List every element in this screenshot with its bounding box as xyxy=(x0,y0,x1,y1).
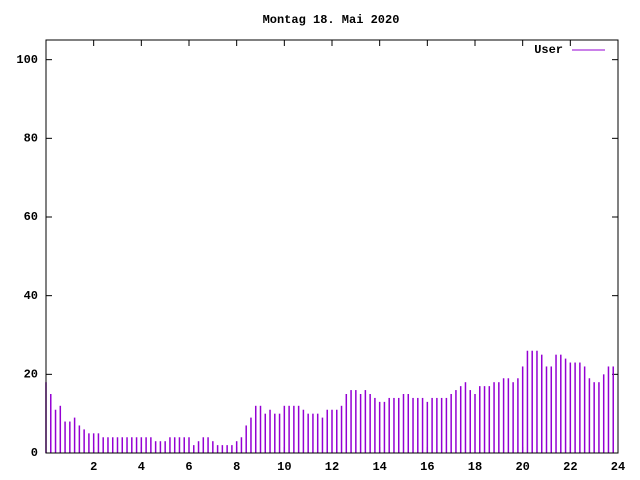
y-tick-label: 40 xyxy=(24,289,38,303)
x-tick-label: 24 xyxy=(611,460,625,474)
x-tick-label: 12 xyxy=(325,460,339,474)
x-tick-label: 16 xyxy=(420,460,434,474)
x-tick-label: 14 xyxy=(372,460,386,474)
x-tick-label: 20 xyxy=(515,460,529,474)
y-tick-label: 100 xyxy=(16,53,38,67)
y-tick-label: 20 xyxy=(24,368,38,382)
y-tick-label: 80 xyxy=(24,132,38,146)
x-tick-label: 6 xyxy=(185,460,192,474)
plot-frame xyxy=(45,39,619,454)
x-tick-label: 4 xyxy=(138,460,145,474)
legend-label: User xyxy=(534,43,563,57)
chart-title: Montag 18. Mai 2020 xyxy=(263,13,400,27)
x-tick-label: 8 xyxy=(233,460,240,474)
y-tick-label: 60 xyxy=(24,210,38,224)
x-tick-label: 18 xyxy=(468,460,482,474)
y-tick-label: 0 xyxy=(31,446,38,460)
x-tick-label: 2 xyxy=(90,460,97,474)
x-tick-label: 10 xyxy=(277,460,291,474)
x-tick-label: 22 xyxy=(563,460,577,474)
